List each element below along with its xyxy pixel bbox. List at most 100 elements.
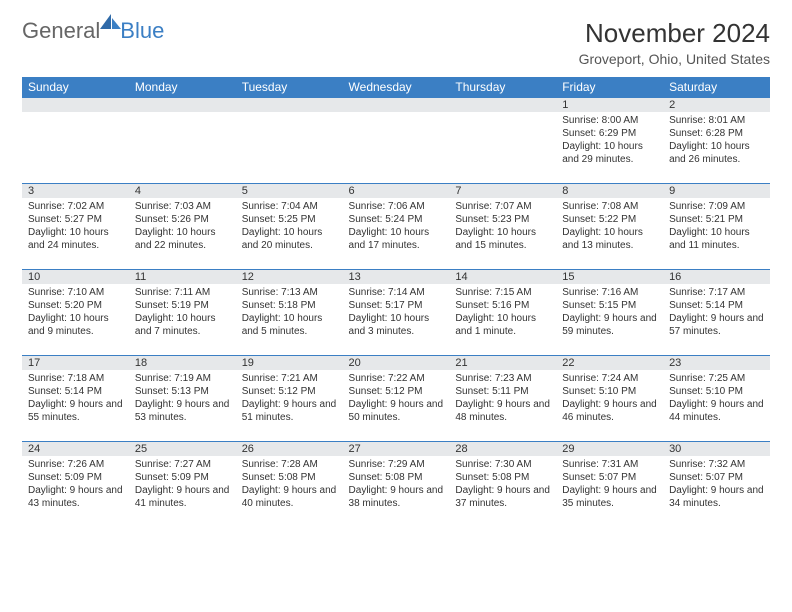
day-details: Sunrise: 7:32 AMSunset: 5:07 PMDaylight:… <box>663 456 770 514</box>
day-details: Sunrise: 7:30 AMSunset: 5:08 PMDaylight:… <box>449 456 556 514</box>
day-details: Sunrise: 7:10 AMSunset: 5:20 PMDaylight:… <box>22 284 129 342</box>
weekday-header: Thursday <box>449 77 556 98</box>
day-number <box>129 98 236 112</box>
calendar-cell: 13Sunrise: 7:14 AMSunset: 5:17 PMDayligh… <box>343 270 450 356</box>
day-number: 16 <box>663 270 770 284</box>
calendar-cell: 25Sunrise: 7:27 AMSunset: 5:09 PMDayligh… <box>129 442 236 528</box>
day-number <box>343 98 450 112</box>
logo-blue: Blue <box>120 18 164 44</box>
day-details: Sunrise: 7:29 AMSunset: 5:08 PMDaylight:… <box>343 456 450 514</box>
calendar-cell: 27Sunrise: 7:29 AMSunset: 5:08 PMDayligh… <box>343 442 450 528</box>
calendar-cell: 17Sunrise: 7:18 AMSunset: 5:14 PMDayligh… <box>22 356 129 442</box>
day-number: 23 <box>663 356 770 370</box>
day-number: 9 <box>663 184 770 198</box>
calendar-cell: 11Sunrise: 7:11 AMSunset: 5:19 PMDayligh… <box>129 270 236 356</box>
calendar-cell: 23Sunrise: 7:25 AMSunset: 5:10 PMDayligh… <box>663 356 770 442</box>
day-details: Sunrise: 7:08 AMSunset: 5:22 PMDaylight:… <box>556 198 663 256</box>
day-number: 26 <box>236 442 343 456</box>
weekday-header: Monday <box>129 77 236 98</box>
day-details: Sunrise: 8:01 AMSunset: 6:28 PMDaylight:… <box>663 112 770 170</box>
location: Groveport, Ohio, United States <box>579 51 770 67</box>
day-number: 22 <box>556 356 663 370</box>
day-details: Sunrise: 7:22 AMSunset: 5:12 PMDaylight:… <box>343 370 450 428</box>
day-details: Sunrise: 7:16 AMSunset: 5:15 PMDaylight:… <box>556 284 663 342</box>
calendar-cell: 12Sunrise: 7:13 AMSunset: 5:18 PMDayligh… <box>236 270 343 356</box>
day-details: Sunrise: 7:02 AMSunset: 5:27 PMDaylight:… <box>22 198 129 256</box>
day-number: 21 <box>449 356 556 370</box>
day-number: 10 <box>22 270 129 284</box>
calendar-cell: 24Sunrise: 7:26 AMSunset: 5:09 PMDayligh… <box>22 442 129 528</box>
calendar-cell: 21Sunrise: 7:23 AMSunset: 5:11 PMDayligh… <box>449 356 556 442</box>
calendar-cell: 8Sunrise: 7:08 AMSunset: 5:22 PMDaylight… <box>556 184 663 270</box>
day-number: 7 <box>449 184 556 198</box>
calendar-cell: 3Sunrise: 7:02 AMSunset: 5:27 PMDaylight… <box>22 184 129 270</box>
calendar-cell: 18Sunrise: 7:19 AMSunset: 5:13 PMDayligh… <box>129 356 236 442</box>
calendar-cell: 20Sunrise: 7:22 AMSunset: 5:12 PMDayligh… <box>343 356 450 442</box>
calendar-cell: 9Sunrise: 7:09 AMSunset: 5:21 PMDaylight… <box>663 184 770 270</box>
logo: General Blue <box>22 18 164 44</box>
day-number: 15 <box>556 270 663 284</box>
day-number: 24 <box>22 442 129 456</box>
day-details: Sunrise: 7:07 AMSunset: 5:23 PMDaylight:… <box>449 198 556 256</box>
day-details: Sunrise: 7:06 AMSunset: 5:24 PMDaylight:… <box>343 198 450 256</box>
day-number: 1 <box>556 98 663 112</box>
day-number <box>22 98 129 112</box>
logo-general: General <box>22 18 100 44</box>
day-number <box>236 98 343 112</box>
logo-sail-icon <box>100 14 122 35</box>
day-details: Sunrise: 7:03 AMSunset: 5:26 PMDaylight:… <box>129 198 236 256</box>
day-number: 2 <box>663 98 770 112</box>
day-number: 6 <box>343 184 450 198</box>
calendar-cell: 6Sunrise: 7:06 AMSunset: 5:24 PMDaylight… <box>343 184 450 270</box>
day-details: Sunrise: 7:17 AMSunset: 5:14 PMDaylight:… <box>663 284 770 342</box>
day-number: 11 <box>129 270 236 284</box>
weekday-header: Tuesday <box>236 77 343 98</box>
calendar-cell <box>449 98 556 184</box>
calendar-cell: 16Sunrise: 7:17 AMSunset: 5:14 PMDayligh… <box>663 270 770 356</box>
page-title: November 2024 <box>579 18 770 49</box>
day-number: 30 <box>663 442 770 456</box>
day-details: Sunrise: 7:09 AMSunset: 5:21 PMDaylight:… <box>663 198 770 256</box>
weekday-header: Friday <box>556 77 663 98</box>
day-details: Sunrise: 7:04 AMSunset: 5:25 PMDaylight:… <box>236 198 343 256</box>
day-details: Sunrise: 7:23 AMSunset: 5:11 PMDaylight:… <box>449 370 556 428</box>
day-number: 29 <box>556 442 663 456</box>
day-details: Sunrise: 7:14 AMSunset: 5:17 PMDaylight:… <box>343 284 450 342</box>
calendar: SundayMondayTuesdayWednesdayThursdayFrid… <box>22 77 770 528</box>
day-number: 14 <box>449 270 556 284</box>
day-number: 12 <box>236 270 343 284</box>
day-number: 25 <box>129 442 236 456</box>
calendar-cell: 29Sunrise: 7:31 AMSunset: 5:07 PMDayligh… <box>556 442 663 528</box>
day-number: 18 <box>129 356 236 370</box>
calendar-cell: 4Sunrise: 7:03 AMSunset: 5:26 PMDaylight… <box>129 184 236 270</box>
day-details: Sunrise: 7:24 AMSunset: 5:10 PMDaylight:… <box>556 370 663 428</box>
calendar-cell: 15Sunrise: 7:16 AMSunset: 5:15 PMDayligh… <box>556 270 663 356</box>
day-details: Sunrise: 7:25 AMSunset: 5:10 PMDaylight:… <box>663 370 770 428</box>
weekday-header: Wednesday <box>343 77 450 98</box>
day-number <box>449 98 556 112</box>
calendar-cell <box>129 98 236 184</box>
day-number: 8 <box>556 184 663 198</box>
calendar-cell: 22Sunrise: 7:24 AMSunset: 5:10 PMDayligh… <box>556 356 663 442</box>
day-number: 4 <box>129 184 236 198</box>
calendar-cell: 26Sunrise: 7:28 AMSunset: 5:08 PMDayligh… <box>236 442 343 528</box>
calendar-cell: 28Sunrise: 7:30 AMSunset: 5:08 PMDayligh… <box>449 442 556 528</box>
calendar-cell <box>22 98 129 184</box>
day-number: 3 <box>22 184 129 198</box>
day-number: 17 <box>22 356 129 370</box>
calendar-cell: 1Sunrise: 8:00 AMSunset: 6:29 PMDaylight… <box>556 98 663 184</box>
calendar-cell <box>343 98 450 184</box>
day-details: Sunrise: 7:15 AMSunset: 5:16 PMDaylight:… <box>449 284 556 342</box>
day-details: Sunrise: 7:19 AMSunset: 5:13 PMDaylight:… <box>129 370 236 428</box>
day-details: Sunrise: 7:18 AMSunset: 5:14 PMDaylight:… <box>22 370 129 428</box>
calendar-cell: 30Sunrise: 7:32 AMSunset: 5:07 PMDayligh… <box>663 442 770 528</box>
day-number: 20 <box>343 356 450 370</box>
day-number: 28 <box>449 442 556 456</box>
day-details: Sunrise: 7:13 AMSunset: 5:18 PMDaylight:… <box>236 284 343 342</box>
weekday-header: Saturday <box>663 77 770 98</box>
day-number: 19 <box>236 356 343 370</box>
calendar-cell: 2Sunrise: 8:01 AMSunset: 6:28 PMDaylight… <box>663 98 770 184</box>
day-details: Sunrise: 8:00 AMSunset: 6:29 PMDaylight:… <box>556 112 663 170</box>
weekday-header: Sunday <box>22 77 129 98</box>
day-details: Sunrise: 7:28 AMSunset: 5:08 PMDaylight:… <box>236 456 343 514</box>
